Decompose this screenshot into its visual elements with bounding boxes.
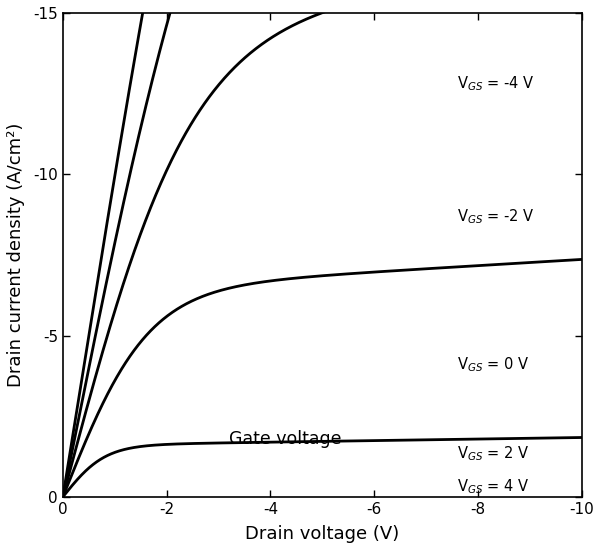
X-axis label: Drain voltage (V): Drain voltage (V) xyxy=(245,525,400,543)
Text: V$_{GS}$ = -4 V: V$_{GS}$ = -4 V xyxy=(457,75,535,94)
Text: Gate voltage: Gate voltage xyxy=(229,430,341,448)
Text: V$_{GS}$ = -2 V: V$_{GS}$ = -2 V xyxy=(457,207,535,226)
Text: V$_{GS}$ = 0 V: V$_{GS}$ = 0 V xyxy=(457,355,529,374)
Text: V$_{GS}$ = 4 V: V$_{GS}$ = 4 V xyxy=(457,477,529,496)
Text: V$_{GS}$ = 2 V: V$_{GS}$ = 2 V xyxy=(457,444,529,463)
Y-axis label: Drain current density (A/cm²): Drain current density (A/cm²) xyxy=(7,123,25,387)
